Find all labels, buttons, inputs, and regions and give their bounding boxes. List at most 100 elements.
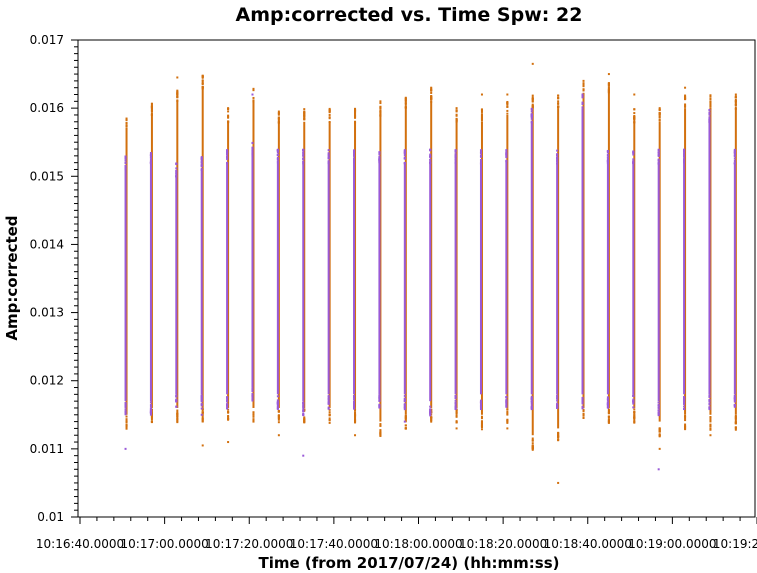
data-point bbox=[251, 142, 254, 145]
data-point bbox=[124, 159, 127, 162]
data-point bbox=[684, 423, 687, 426]
data-point bbox=[150, 105, 153, 108]
data-point-outlier bbox=[277, 434, 280, 437]
data-point bbox=[251, 149, 254, 152]
data-point bbox=[125, 424, 128, 427]
data-point-strip bbox=[733, 162, 736, 395]
data-point bbox=[378, 405, 381, 408]
data-point bbox=[379, 434, 382, 437]
data-point bbox=[176, 99, 179, 102]
y-axis: 0.01 0.011 0.012 0.013 0.014 0.015 0.016 0.017 bbox=[30, 33, 78, 524]
data-point bbox=[734, 415, 737, 418]
data-point-outlier bbox=[201, 83, 204, 86]
data-point bbox=[531, 444, 534, 447]
data-point bbox=[709, 104, 712, 107]
data-point bbox=[277, 116, 280, 119]
data-point bbox=[582, 89, 585, 92]
data-point bbox=[581, 407, 584, 410]
data-point-outlier bbox=[684, 86, 687, 89]
data-point bbox=[708, 407, 711, 410]
data-point bbox=[150, 109, 153, 112]
data-point bbox=[125, 415, 128, 418]
data-point bbox=[328, 421, 331, 424]
data-point-outlier bbox=[124, 447, 127, 450]
data-point bbox=[251, 392, 254, 395]
data-point bbox=[683, 405, 686, 408]
data-point bbox=[353, 159, 356, 162]
data-point bbox=[530, 401, 533, 404]
data-point bbox=[176, 90, 179, 93]
data-point bbox=[454, 399, 457, 402]
data-point bbox=[632, 151, 635, 154]
data-point bbox=[709, 105, 712, 108]
data-point bbox=[226, 403, 229, 406]
data-point bbox=[683, 395, 686, 398]
data-point bbox=[708, 402, 711, 405]
data-point bbox=[582, 409, 585, 412]
data-point-strip bbox=[149, 162, 152, 402]
data-point bbox=[226, 155, 229, 158]
data-point bbox=[606, 156, 609, 159]
data-point bbox=[557, 102, 560, 105]
data-point bbox=[404, 98, 407, 101]
data-point bbox=[302, 151, 305, 154]
data-point bbox=[302, 157, 305, 160]
data-point bbox=[227, 116, 230, 119]
data-point bbox=[430, 420, 433, 423]
data-point bbox=[404, 97, 407, 100]
data-point bbox=[379, 424, 382, 427]
data-point bbox=[150, 420, 153, 423]
data-point bbox=[531, 439, 534, 442]
data-point bbox=[276, 158, 279, 161]
data-point bbox=[684, 94, 687, 97]
data-point bbox=[353, 400, 356, 403]
data-point bbox=[175, 172, 178, 175]
data-point bbox=[175, 167, 178, 170]
data-point bbox=[328, 419, 331, 422]
data-point-outlier bbox=[709, 434, 712, 437]
data-point bbox=[404, 419, 407, 422]
data-point-outlier bbox=[557, 100, 560, 103]
data-point bbox=[506, 410, 509, 413]
data-point bbox=[454, 153, 457, 156]
data-point bbox=[557, 97, 560, 100]
data-point-strip bbox=[251, 155, 254, 388]
y-tick-label: 0.017 bbox=[30, 33, 64, 47]
data-point bbox=[454, 395, 457, 398]
data-point bbox=[176, 413, 179, 416]
data-point bbox=[302, 413, 305, 416]
data-point bbox=[125, 124, 128, 127]
data-point bbox=[227, 410, 230, 413]
data-point bbox=[505, 402, 508, 405]
data-point bbox=[226, 407, 229, 410]
data-point bbox=[403, 405, 406, 408]
data-point bbox=[200, 407, 203, 410]
data-point bbox=[530, 113, 533, 116]
data-point bbox=[149, 401, 152, 404]
data-point-outlier bbox=[658, 434, 661, 437]
data-point bbox=[354, 419, 357, 422]
data-point bbox=[200, 395, 203, 398]
data-point bbox=[200, 156, 203, 159]
data-point bbox=[353, 157, 356, 160]
data-point bbox=[125, 117, 128, 120]
data-point-outlier bbox=[176, 76, 179, 79]
data-point bbox=[479, 408, 482, 411]
data-point bbox=[530, 402, 533, 405]
data-point bbox=[227, 110, 230, 113]
data-point bbox=[506, 412, 509, 415]
data-point bbox=[684, 96, 687, 99]
data-point bbox=[176, 415, 179, 418]
data-point bbox=[226, 150, 229, 153]
data-point bbox=[479, 405, 482, 408]
data-point bbox=[327, 157, 330, 160]
data-point bbox=[227, 121, 230, 124]
data-point bbox=[149, 151, 152, 154]
data-point bbox=[632, 158, 635, 161]
data-point bbox=[176, 94, 179, 97]
data-point bbox=[404, 424, 407, 427]
data-point bbox=[404, 106, 407, 109]
data-point bbox=[480, 119, 483, 122]
data-point bbox=[378, 404, 381, 407]
data-point bbox=[227, 414, 230, 417]
